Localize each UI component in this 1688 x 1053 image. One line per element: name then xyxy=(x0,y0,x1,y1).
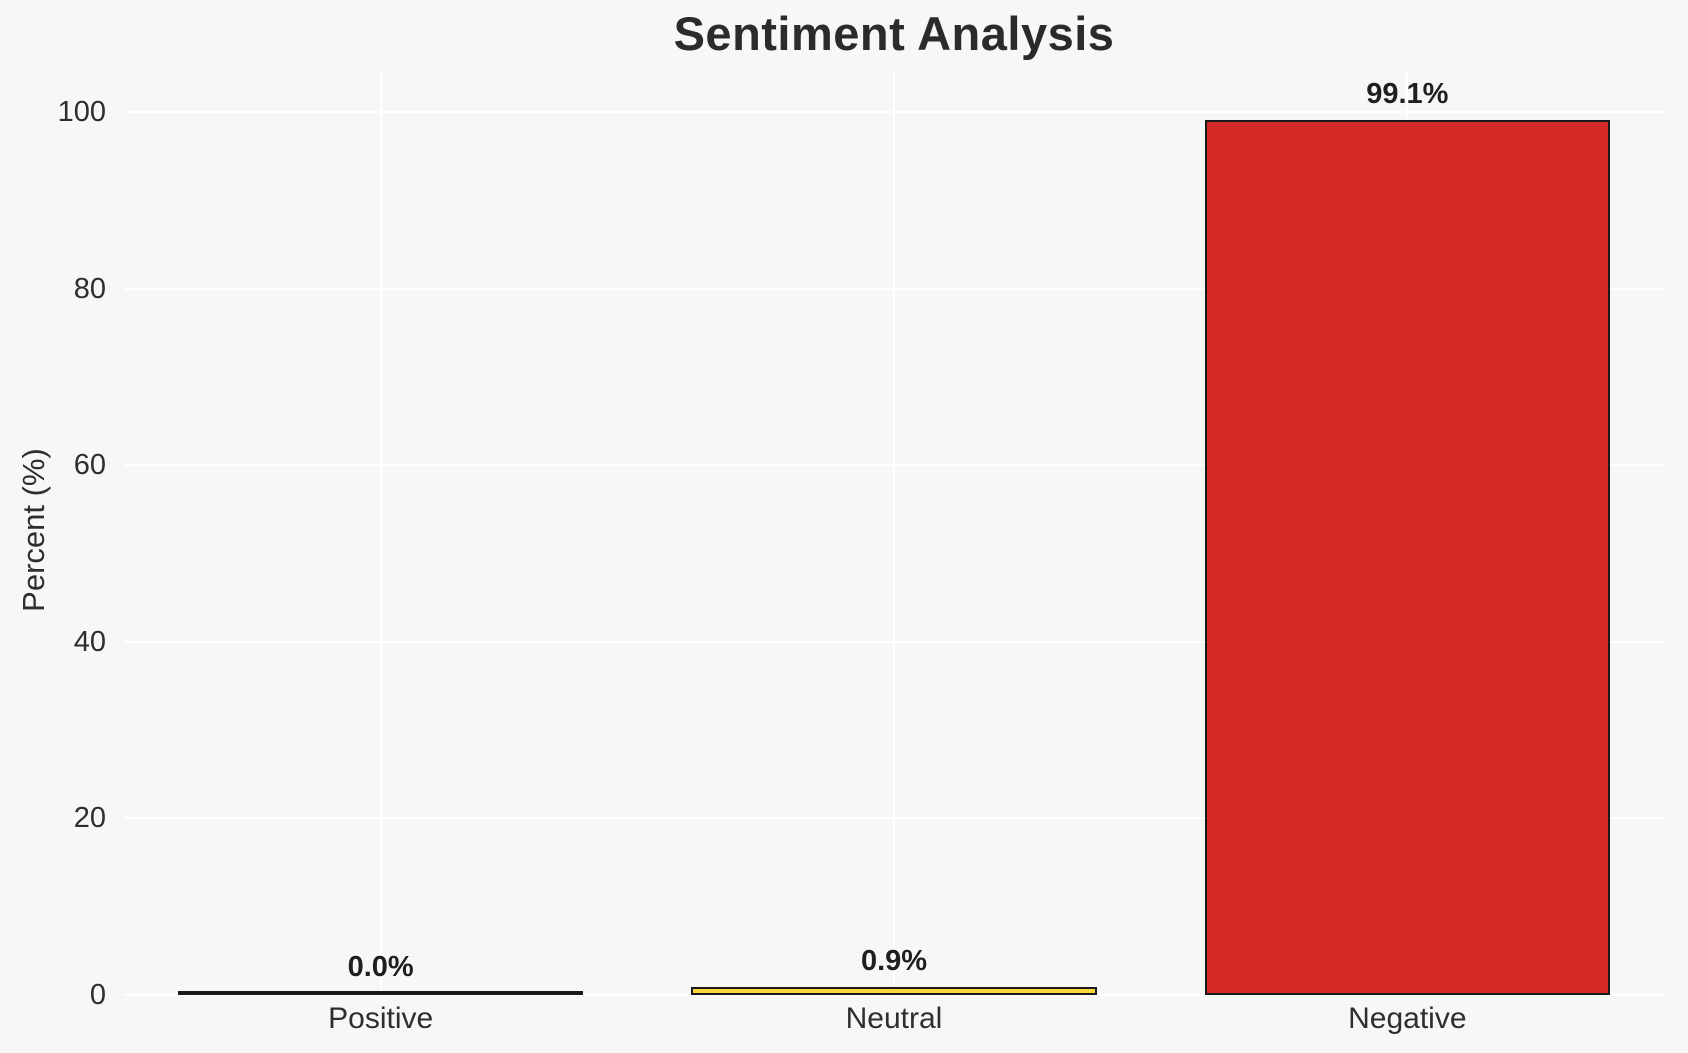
y-tick-label-60: 60 xyxy=(73,449,106,482)
y-tick-label-100: 100 xyxy=(57,96,106,129)
bar-positive xyxy=(177,991,584,995)
gridline-x-positive xyxy=(379,70,382,995)
y-tick-label-80: 80 xyxy=(73,272,106,305)
bar-neutral xyxy=(691,987,1097,995)
y-tick-label-20: 20 xyxy=(73,802,106,835)
value-label-positive: 0.0% xyxy=(347,951,414,983)
x-tick-label-neutral: Neutral xyxy=(845,1002,943,1035)
y-tick-label-0: 0 xyxy=(89,979,106,1011)
chart-title: Sentiment Analysis xyxy=(673,7,1115,60)
y-tick-label-40: 40 xyxy=(73,625,106,658)
value-label-negative: 99.1% xyxy=(1366,78,1449,111)
x-tick-label-positive: Positive xyxy=(328,1002,434,1035)
gridline-x-neutral xyxy=(893,70,895,995)
gridline-y-0 xyxy=(124,994,1664,996)
value-label-neutral: 0.9% xyxy=(860,945,928,978)
plot-area: 0.0% 0.9% 99.1% xyxy=(124,70,1664,996)
bar-negative xyxy=(1204,120,1611,995)
x-tick-label-negative: Negative xyxy=(1348,1002,1467,1035)
